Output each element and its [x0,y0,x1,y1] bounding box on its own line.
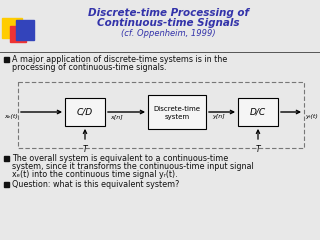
Bar [65,98,105,126]
Bar [16,20,34,40]
Bar [10,26,26,42]
Text: xₑ(t): xₑ(t) [4,114,18,119]
Text: C/D: C/D [77,108,93,116]
Text: Question: what is this equivalent system?: Question: what is this equivalent system… [12,180,180,189]
Text: Continuous-time Signals: Continuous-time Signals [97,18,239,28]
Text: D/C: D/C [250,108,266,116]
Text: yᵣ(t): yᵣ(t) [305,114,318,119]
Text: xₑ(t) into the continuous time signal yᵣ(t).: xₑ(t) into the continuous time signal yᵣ… [12,170,178,179]
Text: processing of continuous-time signals.: processing of continuous-time signals. [12,63,166,72]
Text: T: T [83,145,87,154]
Text: The overall system is equivalent to a continuous-time: The overall system is equivalent to a co… [12,154,228,163]
Bar [148,95,206,129]
Text: x[n]: x[n] [110,114,123,119]
Bar [4,57,9,62]
Text: Discrete-time: Discrete-time [154,106,201,112]
Bar [238,98,278,126]
Text: (cf. Oppenheim, 1999): (cf. Oppenheim, 1999) [121,29,215,38]
Bar [2,18,22,38]
Text: A major application of discrete-time systems is in the: A major application of discrete-time sys… [12,55,227,64]
Bar [4,182,9,187]
Text: Discrete-time Processing of: Discrete-time Processing of [87,8,249,18]
Text: system: system [164,114,189,120]
Text: T: T [256,145,260,154]
Text: y[n]: y[n] [212,114,225,119]
Bar [4,156,9,161]
Text: system, since it transforms the continuous-time input signal: system, since it transforms the continuo… [12,162,254,171]
